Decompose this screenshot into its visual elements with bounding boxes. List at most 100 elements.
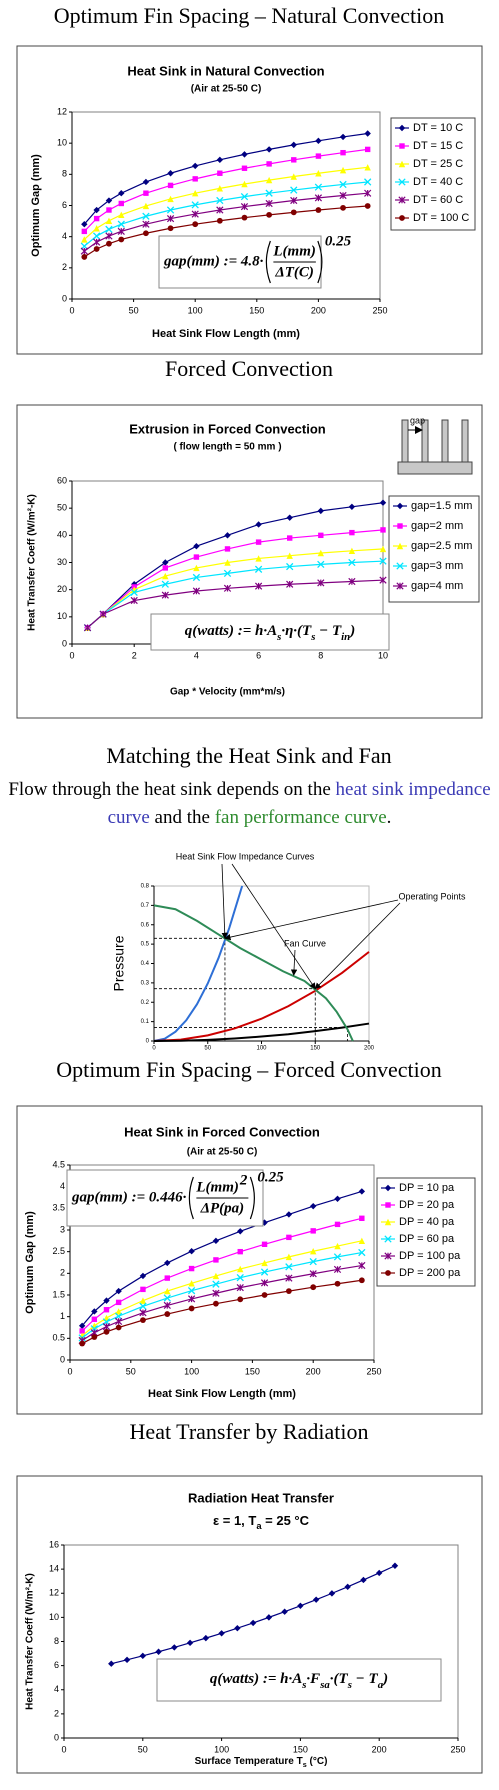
y-axis-label: Optimum Gap (mm): [24, 1211, 36, 1314]
marker: [143, 190, 149, 196]
marker: [217, 170, 223, 176]
marker: [344, 1583, 351, 1591]
marker: [265, 199, 273, 208]
legend-label: gap=1.5 mm: [411, 500, 472, 512]
inset-fin: [401, 419, 409, 463]
marker: [314, 183, 323, 191]
section-heading: Matching the Heat Sink and Fan: [106, 743, 391, 768]
marker: [241, 151, 248, 158]
marker: [265, 1614, 273, 1621]
marker: [93, 215, 100, 222]
marker: [216, 217, 223, 224]
marker: [364, 146, 371, 153]
marker: [192, 176, 198, 182]
marker: [261, 1241, 268, 1247]
marker: [162, 565, 168, 571]
marker: [237, 1228, 244, 1235]
marker: [255, 539, 262, 545]
marker: [384, 1184, 392, 1192]
marker: [290, 196, 298, 205]
marker: [79, 1340, 86, 1347]
marker: [281, 1608, 288, 1615]
marker: [193, 554, 200, 560]
formula-part: a: [378, 1679, 384, 1691]
marker: [397, 523, 403, 529]
legend-label: DP = 10 pa: [399, 1182, 455, 1194]
inset-label: gap: [410, 415, 425, 425]
marker: [115, 1308, 122, 1315]
y-tick-label: 2: [60, 1268, 65, 1278]
marker: [108, 1660, 115, 1667]
intro-part: fan performance curve: [214, 807, 387, 828]
y-tick-label: 10: [57, 611, 67, 621]
marker: [340, 204, 346, 211]
marker: [216, 196, 224, 205]
y-tick-label: 4.5: [52, 1159, 65, 1169]
marker: [376, 1569, 383, 1577]
formula-part: ·(T: [330, 1671, 349, 1687]
marker: [348, 577, 356, 586]
x-axis-label: Surface Temperature Ts (°C): [195, 1756, 328, 1770]
marker: [118, 189, 125, 197]
marker: [310, 1284, 317, 1291]
marker: [139, 1652, 146, 1660]
legend-label: DT = 25 C: [413, 158, 463, 170]
legend-label: DP = 60 pa: [399, 1233, 455, 1245]
marker: [139, 1302, 147, 1310]
marker: [310, 1248, 317, 1255]
legend-box: [390, 117, 476, 231]
marker: [349, 529, 355, 536]
marker: [81, 236, 88, 243]
marker: [213, 1257, 219, 1263]
marker: [317, 579, 325, 587]
marker: [142, 178, 150, 186]
formula-paren: [265, 240, 271, 284]
marker: [167, 182, 174, 189]
section-heading: Heat Transfer by Radiation: [130, 1419, 369, 1444]
marker: [142, 220, 150, 228]
marker: [290, 141, 297, 149]
marker: [286, 580, 294, 588]
marker: [240, 202, 249, 211]
marker: [285, 1274, 293, 1282]
x-axis-label: Heat Sink Flow Length (mm): [152, 328, 300, 340]
marker: [188, 1265, 195, 1272]
marker: [317, 549, 324, 557]
y-tick-label: 14: [49, 1564, 59, 1574]
marker: [115, 1324, 122, 1331]
marker: [399, 215, 405, 221]
marker: [241, 214, 248, 221]
marker: [364, 164, 371, 171]
annotation-arrow: [221, 863, 228, 940]
formula-part: q(watts) := h·A: [185, 623, 277, 639]
marker: [187, 1287, 196, 1295]
marker: [164, 1275, 170, 1281]
x-tick-label: 0: [152, 1046, 156, 1052]
marker: [143, 230, 149, 237]
marker: [286, 514, 293, 521]
marker: [103, 1328, 110, 1335]
x-tick-label: 100: [214, 1744, 229, 1754]
formula-part: sa: [319, 1679, 330, 1691]
marker: [286, 552, 293, 559]
y-tick-label: 4: [62, 231, 67, 241]
marker: [396, 582, 404, 590]
marker: [99, 610, 107, 618]
marker: [237, 1248, 243, 1255]
marker: [105, 232, 113, 240]
x-axis-label-part: Surface Temperature T: [195, 1756, 303, 1767]
marker: [265, 189, 273, 197]
x-tick-label: 50: [129, 305, 139, 315]
y-tick-label: 10: [57, 138, 67, 148]
x-tick-label: 0: [61, 1744, 66, 1754]
x-tick-label: 150: [293, 1744, 308, 1754]
y-tick-label: 2: [62, 262, 67, 272]
marker: [123, 1656, 131, 1664]
marker: [224, 546, 231, 552]
y-axis-label: Pressure: [111, 935, 127, 991]
marker: [91, 1316, 98, 1322]
y-tick-label: 0.6: [141, 922, 150, 928]
series-line: [153, 951, 370, 1042]
chart-subtitle: (Air at 25-50 C): [191, 84, 262, 95]
y-tick-label: 0.5: [52, 1333, 65, 1343]
